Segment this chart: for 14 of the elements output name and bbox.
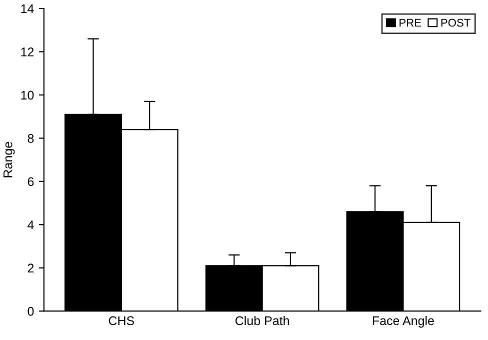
x-tick-label: Club Path — [235, 316, 289, 326]
legend-label: POST — [441, 18, 470, 27]
y-tick-label: 10 — [21, 90, 34, 100]
y-tick-label: 14 — [21, 4, 34, 14]
y-tick-label: 0 — [28, 306, 34, 316]
legend-label: PRE — [400, 18, 422, 27]
x-tick-label: Face Angle — [372, 316, 434, 328]
y-tick-label: 2 — [28, 264, 34, 272]
y-tick-label: 6 — [28, 177, 34, 186]
x-tick-label: CHS — [108, 316, 134, 326]
y-tick-label: 12 — [21, 48, 34, 56]
y-axis-title: Range — [4, 142, 15, 178]
y-tick-label: 8 — [28, 134, 34, 143]
y-tick-label: 4 — [28, 220, 34, 230]
